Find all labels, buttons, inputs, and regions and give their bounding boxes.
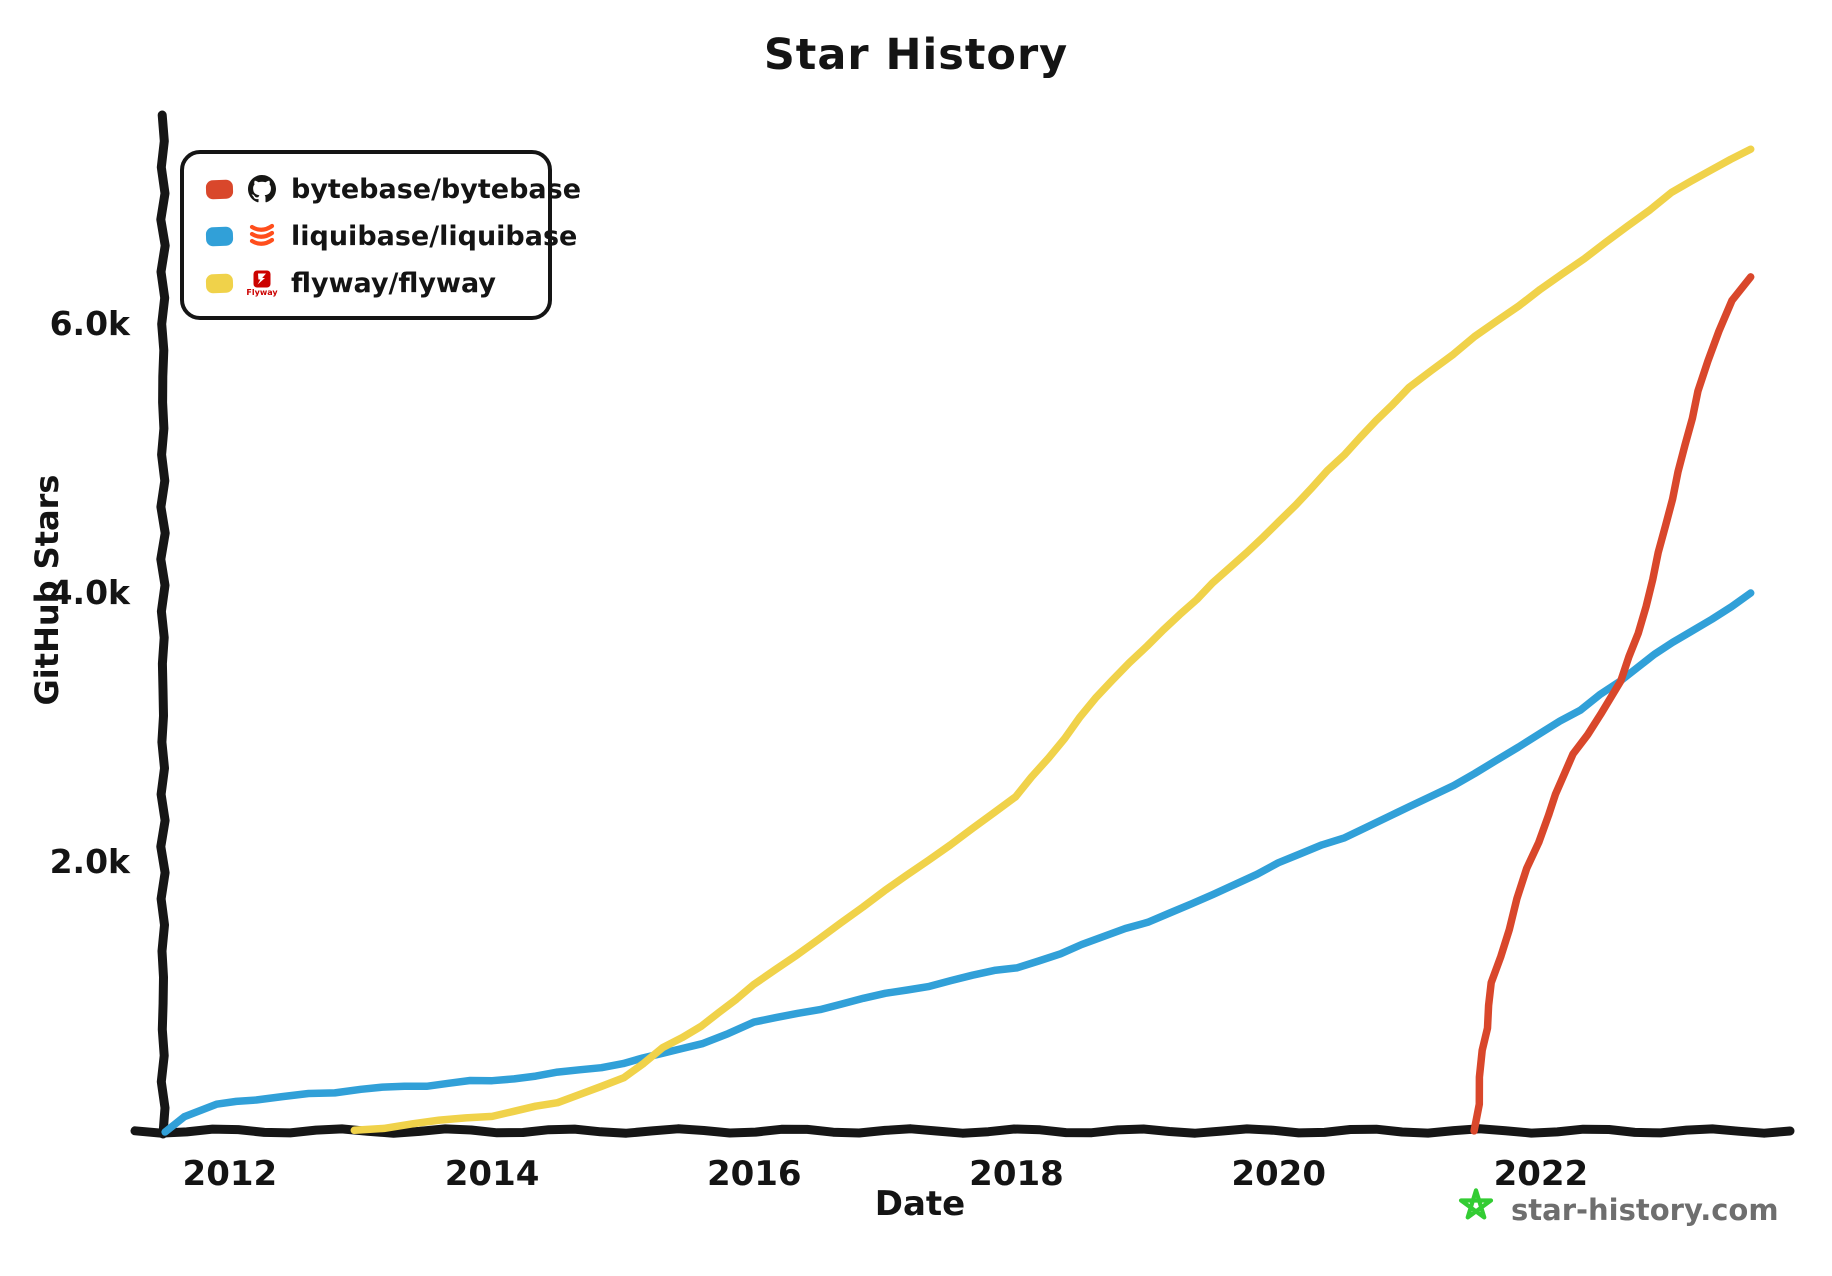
legend-item-flyway: Flyway flyway/flyway [205,264,530,302]
x-axis-title: Date [875,1184,965,1224]
watermark-text: star-history.com [1511,1193,1779,1227]
legend-label-liquibase: liquibase/liquibase [291,220,578,252]
series-line-liquibase [161,589,1755,1136]
y-tick-label-2.0k: 2.0k [50,842,131,881]
x-tick-label-2012: 2012 [183,1154,278,1194]
y-axis-title: GitHub Stars [28,475,66,706]
x-tick-label-2014: 2014 [445,1154,540,1194]
page-title: Star History [763,30,1069,80]
x-axis-line [130,1124,1795,1138]
flyway-icon-wordmark: Flyway [246,287,278,297]
legend-label-bytebase: bytebase/bytebase [291,173,582,205]
series-line-flyway [350,145,1755,1135]
x-tick-label-2022: 2022 [1494,1154,1589,1194]
flyway-color-swatch [205,273,234,293]
y-axis-line [156,110,170,1139]
watermark: star-history.com [1455,1178,1815,1242]
github-icon [246,170,278,208]
chart-legend: bytebase/bytebase liquibase/liquibase [180,150,581,320]
legend-label-flyway: flyway/flyway [291,267,496,299]
x-tick-label-2016: 2016 [707,1154,802,1194]
star-icon [1458,1188,1494,1220]
x-tick-label-2020: 2020 [1231,1154,1326,1194]
legend-item-bytebase: bytebase/bytebase [205,170,581,208]
x-tick-label-2018: 2018 [969,1154,1064,1194]
y-tick-label-4.0k: 4.0k [50,573,131,612]
y-tick-label-6.0k: 6.0k [50,304,131,343]
series-line-bytebase [1470,273,1755,1135]
bytebase-color-swatch [205,179,234,199]
liquibase-icon [246,217,278,255]
legend-item-liquibase: liquibase/liquibase [205,217,577,255]
flyway-icon: Flyway [246,264,278,302]
liquibase-color-swatch [205,226,234,246]
